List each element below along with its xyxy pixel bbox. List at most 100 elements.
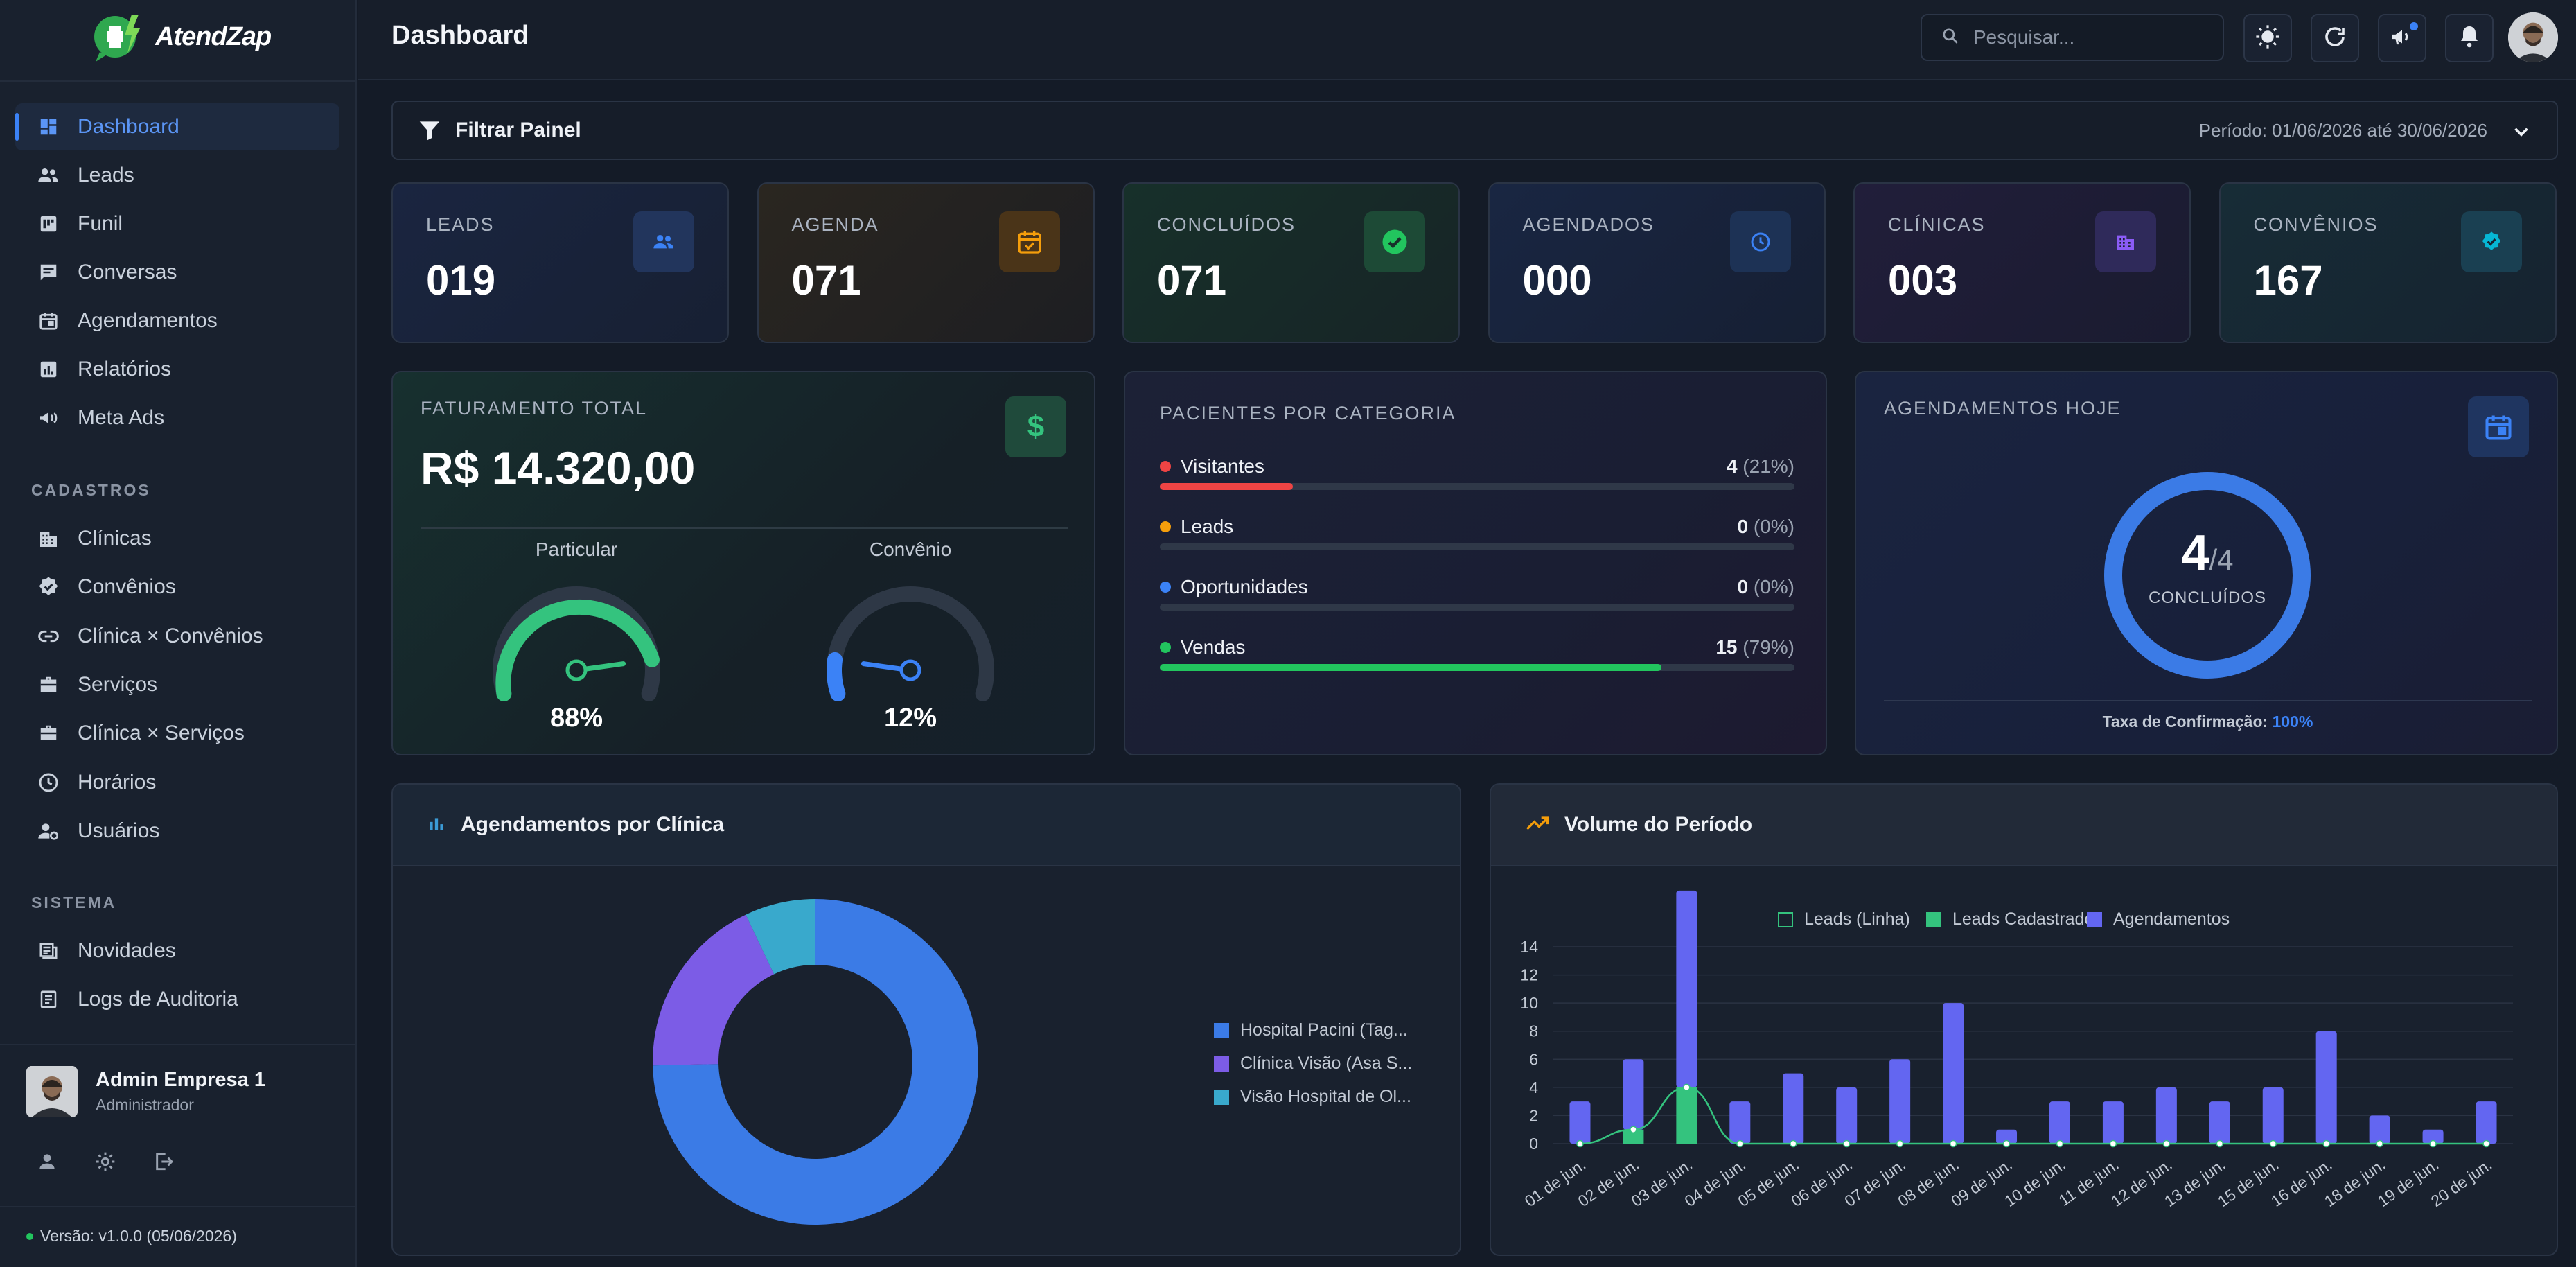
refresh-button[interactable] (2311, 14, 2359, 62)
sidebar-item-clinica-servicos[interactable]: Clínica × Serviços (15, 710, 339, 757)
legend-label: Hospital Pacini (Tag... (1240, 1020, 1408, 1040)
legend-item[interactable]: Agendamentos (2087, 909, 2230, 929)
donut-slice-2[interactable] (746, 899, 815, 975)
legend-item[interactable]: Hospital Pacini (Tag... (1214, 1020, 1408, 1040)
y-tick-label: 4 (1529, 1078, 1538, 1096)
clinic-chart-title: Agendamentos por Clínica (461, 813, 725, 836)
sidebar-item-meta-ads[interactable]: Meta Ads (15, 394, 339, 442)
bar-agendamentos[interactable] (2155, 1087, 2177, 1144)
legend-swatch (1926, 911, 1941, 927)
divider (421, 527, 1068, 529)
bar-agendamentos[interactable] (2102, 1101, 2124, 1144)
bar-agendamentos[interactable] (2315, 1031, 2337, 1144)
user-gear-icon (37, 820, 60, 842)
bar-agendamentos[interactable] (1836, 1087, 1858, 1144)
bar-agendamentos[interactable] (1783, 1073, 1804, 1144)
sidebar-item-leads[interactable]: Leads (15, 152, 339, 199)
bar-agendamentos[interactable] (1729, 1101, 1751, 1144)
x-tick-label: 20 de jun. (2428, 1155, 2496, 1210)
profile-icon[interactable] (36, 1151, 58, 1176)
sidebar-item-logs-de-auditoria[interactable]: Logs de Auditoria (15, 976, 339, 1023)
bar-agendamentos[interactable] (2262, 1087, 2284, 1144)
log-icon (37, 988, 60, 1011)
line-point[interactable] (1790, 1139, 1797, 1148)
user-profile[interactable]: Admin Empresa 1 Administrador (26, 1066, 265, 1117)
bar-leads-cadastrados[interactable] (1676, 1087, 1697, 1144)
theme-toggle-button[interactable] (2243, 14, 2292, 62)
bar-agendamentos[interactable] (1676, 890, 1697, 1087)
confirmation-rate-label: Taxa de Confirmação: (2102, 713, 2268, 731)
sidebar-item-servicos[interactable]: Serviços (15, 661, 339, 708)
line-point[interactable] (1576, 1139, 1584, 1148)
line-point[interactable] (2056, 1139, 2064, 1148)
donut-slice-1[interactable] (653, 914, 775, 1066)
y-tick-label: 14 (1520, 938, 1538, 956)
line-point[interactable] (2216, 1139, 2224, 1148)
bar-agendamentos[interactable] (1943, 1003, 1964, 1144)
settings-icon[interactable] (94, 1151, 116, 1176)
sidebar-item-label: Leads (78, 164, 134, 186)
bar-agendamentos[interactable] (1569, 1101, 1591, 1144)
today-label: AGENDAMENTOS HOJE (1884, 398, 2121, 419)
legend-item[interactable]: Clínica Visão (Asa S... (1214, 1054, 1412, 1074)
line-point[interactable] (2376, 1139, 2383, 1148)
legend-item[interactable]: Leads (Linha) (1778, 909, 1910, 929)
brand-logo[interactable]: AtendZap (90, 6, 272, 68)
line-point[interactable] (2269, 1139, 2277, 1148)
line-point[interactable] (2482, 1139, 2490, 1148)
search-input[interactable] (1973, 26, 2202, 49)
bar-agendamentos[interactable] (2369, 1115, 2390, 1144)
volume-chart-title: Volume do Período (1564, 813, 1753, 836)
people-icon (37, 164, 60, 186)
dashboard-icon (37, 116, 60, 138)
category-percent: (79%) (1743, 636, 1794, 658)
sidebar-item-dashboard[interactable]: Dashboard (15, 103, 339, 150)
sidebar-item-label: Funil (78, 212, 123, 235)
sidebar-item-novidades[interactable]: Novidades (15, 927, 339, 975)
search-box[interactable] (1921, 14, 2224, 61)
verified-icon (2460, 211, 2522, 272)
notifications-button[interactable] (2445, 14, 2494, 62)
news-button[interactable] (2378, 14, 2426, 62)
bar-agendamentos[interactable] (2476, 1101, 2497, 1144)
avatar[interactable] (2508, 12, 2558, 62)
y-tick-label: 0 (1529, 1135, 1538, 1153)
logout-icon[interactable] (152, 1151, 175, 1176)
line-point[interactable] (1949, 1139, 1957, 1148)
filter-panel[interactable]: Filtrar Painel Período: 01/06/2026 até 3… (391, 101, 2558, 160)
bar-leads-cadastrados[interactable] (1623, 1129, 1644, 1144)
line-point[interactable] (2109, 1139, 2117, 1148)
bar-agendamentos[interactable] (2209, 1101, 2230, 1144)
donut-slice-0[interactable] (653, 899, 978, 1225)
sidebar-item-convenios[interactable]: Convênios (15, 563, 339, 611)
legend-item[interactable]: Visão Hospital de Ol... (1214, 1087, 1411, 1107)
sidebar-item-horarios[interactable]: Horários (15, 759, 339, 806)
line-point[interactable] (1842, 1139, 1851, 1148)
line-point[interactable] (1683, 1083, 1691, 1092)
line-point[interactable] (2322, 1139, 2330, 1148)
sidebar-item-usuarios[interactable]: Usuários (15, 807, 339, 855)
bar-agendamentos[interactable] (2049, 1101, 2070, 1144)
calendar-icon (2468, 396, 2529, 457)
line-point[interactable] (2429, 1139, 2437, 1148)
legend-item[interactable]: Leads Cadastrados (1926, 909, 2103, 929)
sidebar-item-relatorios[interactable]: Relatórios (15, 346, 339, 393)
sidebar-item-conversas[interactable]: Conversas (15, 249, 339, 296)
bar-agendamentos[interactable] (1996, 1129, 2018, 1144)
bar-agendamentos[interactable] (1623, 1059, 1644, 1130)
legend-swatch (1778, 911, 1793, 927)
bar-agendamentos[interactable] (1889, 1059, 1911, 1144)
kpi-card-convenios: CONVÊNIOS 167 (2218, 182, 2557, 343)
bar-agendamentos[interactable] (2422, 1129, 2444, 1144)
sidebar-item-clinicas[interactable]: Clínicas (15, 515, 339, 562)
sidebar-item-funil[interactable]: Funil (15, 200, 339, 247)
line-point[interactable] (2002, 1139, 2011, 1148)
kpi-value: 019 (426, 257, 496, 304)
sidebar-item-clinica-convenios[interactable]: Clínica × Convênios (15, 613, 339, 660)
line-point[interactable] (1630, 1126, 1637, 1133)
line-point[interactable] (2162, 1139, 2171, 1148)
line-point[interactable] (1896, 1139, 1904, 1148)
chevron-down-icon[interactable] (2509, 120, 2533, 147)
sidebar-item-agendamentos[interactable]: Agendamentos (15, 297, 339, 344)
line-point[interactable] (1736, 1139, 1744, 1148)
